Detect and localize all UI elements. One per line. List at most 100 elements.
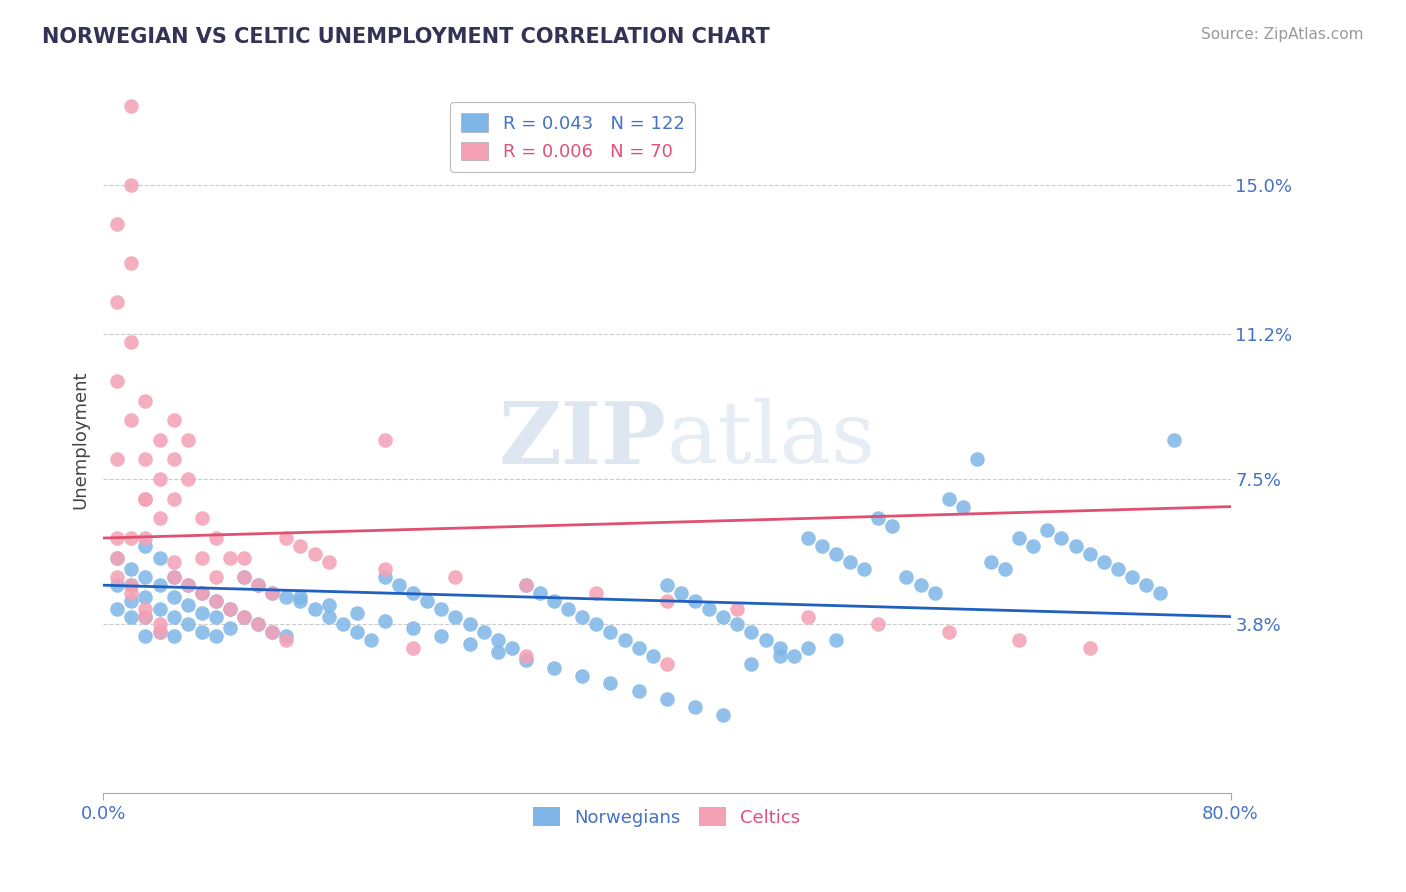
Point	[120, 594, 142, 608]
Point	[148, 578, 170, 592]
Point	[162, 491, 184, 506]
Point	[458, 617, 481, 632]
Point	[120, 609, 142, 624]
Point	[655, 594, 678, 608]
Point	[191, 586, 214, 600]
Point	[276, 531, 298, 545]
Point	[1064, 539, 1087, 553]
Point	[825, 633, 848, 648]
Point	[938, 491, 960, 506]
Point	[120, 413, 142, 427]
Point	[148, 472, 170, 486]
Point	[176, 472, 198, 486]
Point	[148, 433, 170, 447]
Point	[1050, 531, 1073, 545]
Point	[219, 601, 242, 615]
Point	[797, 609, 820, 624]
Point	[148, 511, 170, 525]
Point	[1163, 433, 1185, 447]
Point	[205, 570, 228, 584]
Point	[374, 614, 396, 628]
Point	[768, 640, 790, 655]
Point	[162, 413, 184, 427]
Point	[134, 609, 156, 624]
Point	[346, 625, 368, 640]
Point	[1008, 531, 1031, 545]
Point	[120, 578, 142, 592]
Point	[148, 625, 170, 640]
Point	[655, 692, 678, 706]
Point	[416, 594, 439, 608]
Point	[910, 578, 932, 592]
Point	[868, 511, 890, 525]
Point	[290, 594, 312, 608]
Point	[304, 547, 326, 561]
Point	[120, 531, 142, 545]
Point	[599, 676, 621, 690]
Text: ZIP: ZIP	[499, 398, 666, 482]
Point	[105, 374, 128, 388]
Point	[176, 617, 198, 632]
Point	[571, 609, 593, 624]
Y-axis label: Unemployment: Unemployment	[72, 370, 89, 509]
Point	[599, 625, 621, 640]
Point	[120, 586, 142, 600]
Point	[233, 609, 256, 624]
Text: NORWEGIAN VS CELTIC UNEMPLOYMENT CORRELATION CHART: NORWEGIAN VS CELTIC UNEMPLOYMENT CORRELA…	[42, 27, 770, 46]
Point	[233, 550, 256, 565]
Point	[374, 562, 396, 576]
Point	[162, 452, 184, 467]
Point	[711, 609, 734, 624]
Point	[613, 633, 636, 648]
Point	[134, 601, 156, 615]
Point	[388, 578, 411, 592]
Point	[247, 578, 270, 592]
Point	[754, 633, 776, 648]
Point	[247, 617, 270, 632]
Point	[105, 550, 128, 565]
Point	[176, 598, 198, 612]
Point	[515, 578, 537, 592]
Point	[205, 531, 228, 545]
Point	[515, 653, 537, 667]
Point	[134, 570, 156, 584]
Point	[543, 661, 565, 675]
Point	[318, 555, 340, 569]
Point	[148, 601, 170, 615]
Point	[1008, 633, 1031, 648]
Point	[669, 586, 692, 600]
Point	[430, 629, 453, 643]
Point	[304, 601, 326, 615]
Point	[120, 334, 142, 349]
Point	[134, 491, 156, 506]
Point	[205, 594, 228, 608]
Point	[233, 570, 256, 584]
Point	[938, 625, 960, 640]
Point	[980, 555, 1002, 569]
Point	[120, 562, 142, 576]
Point	[655, 578, 678, 592]
Point	[444, 570, 467, 584]
Point	[641, 648, 664, 663]
Point	[191, 625, 214, 640]
Point	[896, 570, 918, 584]
Point	[162, 609, 184, 624]
Point	[233, 570, 256, 584]
Point	[134, 590, 156, 604]
Point	[486, 645, 509, 659]
Point	[839, 555, 862, 569]
Point	[191, 606, 214, 620]
Point	[740, 625, 762, 640]
Point	[346, 606, 368, 620]
Point	[374, 570, 396, 584]
Point	[162, 555, 184, 569]
Point	[797, 640, 820, 655]
Point	[853, 562, 876, 576]
Point	[290, 539, 312, 553]
Point	[247, 617, 270, 632]
Point	[797, 531, 820, 545]
Point	[247, 578, 270, 592]
Point	[176, 578, 198, 592]
Point	[105, 531, 128, 545]
Point	[276, 629, 298, 643]
